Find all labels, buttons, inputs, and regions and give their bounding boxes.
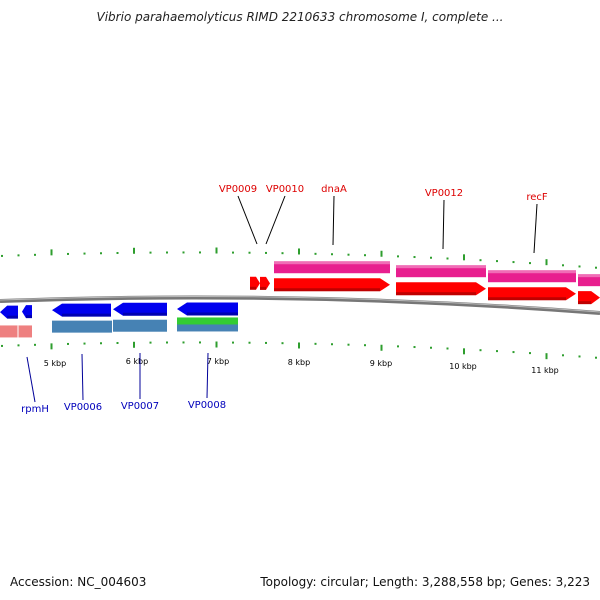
- backbone-layer: [0, 295, 600, 315]
- reverse-gene-arrow-shadow: [7, 315, 18, 319]
- forward-gene-arrow[interactable]: [578, 291, 600, 305]
- forward-gene-leader: [265, 195, 286, 245]
- pseudo-gene-block[interactable]: [0, 325, 32, 338]
- forward-gene-arrow-shadow: [250, 286, 256, 290]
- forward-gene-label[interactable]: VP0009: [219, 184, 257, 195]
- rna-gene-block[interactable]: [177, 317, 238, 325]
- forward-gene-label[interactable]: VP0010: [266, 184, 304, 195]
- gene-layer: [0, 276, 600, 319]
- reverse-gene-arrow-shadow: [26, 315, 32, 319]
- forward-cds-block[interactable]: [488, 270, 576, 283]
- forward-gene-arrow[interactable]: [250, 276, 260, 290]
- reverse-gene-label[interactable]: rpmH: [21, 404, 49, 415]
- forward-gene-arrow[interactable]: [274, 278, 390, 292]
- reverse-gene-arrow-shadow: [62, 313, 111, 317]
- reverse-gene-arrow[interactable]: [22, 305, 32, 319]
- forward-gene-arrow[interactable]: [488, 287, 576, 301]
- reverse-gene-label[interactable]: VP0006: [64, 402, 102, 413]
- reverse-gene-label[interactable]: VP0007: [121, 401, 159, 412]
- forward-gene-leader: [533, 203, 538, 254]
- forward-gene-label[interactable]: recF: [526, 192, 548, 203]
- accession-text: Accession: NC_004603: [10, 575, 147, 589]
- reverse-gene-arrow[interactable]: [0, 305, 18, 319]
- forward-gene-arrow[interactable]: [260, 276, 270, 290]
- forward-gene-arrow-shadow: [260, 286, 266, 290]
- forward-gene-arrow-shadow: [274, 288, 380, 292]
- forward-cds-highlight: [274, 261, 390, 265]
- forward-cds-block[interactable]: [274, 261, 390, 274]
- forward-cds-highlight: [578, 274, 600, 278]
- scale-label: 9 kbp: [370, 359, 392, 368]
- reverse-gene-leader: [81, 353, 84, 401]
- forward-gene-leader: [332, 195, 335, 246]
- reverse-cds-block[interactable]: [113, 319, 167, 332]
- forward-gene-label[interactable]: VP0012: [425, 188, 463, 199]
- scale-label: 7 kbp: [207, 357, 229, 366]
- scale-label: 11 kbp: [531, 366, 559, 375]
- chromosome-backbone: [0, 295, 600, 315]
- reverse-gene-arrow[interactable]: [177, 302, 238, 316]
- reverse-gene-leader: [206, 352, 209, 399]
- scale-label: 8 kbp: [288, 358, 310, 367]
- scale-label: 5 kbp: [44, 359, 66, 368]
- forward-gene-leader: [237, 195, 258, 245]
- chromosome-backbone-highlight: [0, 295, 600, 313]
- forward-gene-arrow[interactable]: [396, 282, 486, 296]
- forward-gene-arrow-shadow: [396, 292, 476, 296]
- forward-gene-arrow-shadow: [488, 297, 566, 301]
- forward-gene-label[interactable]: dnaA: [321, 184, 347, 195]
- forward-gene-leader: [442, 199, 445, 250]
- reverse-cds-block[interactable]: [52, 320, 112, 333]
- forward-cds-block[interactable]: [578, 274, 600, 287]
- reverse-gene-label[interactable]: VP0008: [188, 400, 226, 411]
- scale-label: 6 kbp: [126, 357, 148, 366]
- reverse-gene-arrow[interactable]: [52, 303, 111, 317]
- label-layer: 5 kbp 6 kbp 7 kbp 8 kbp 9 kbp 10 kbp 11 kbp VP0…: [21, 184, 559, 415]
- topology-summary: Topology: circular; Length: 3,288,558 bp…: [260, 575, 590, 589]
- forward-gene-arrow-shadow: [578, 301, 592, 305]
- cds-layer: [0, 261, 600, 338]
- reverse-gene-arrow-shadow: [187, 312, 238, 316]
- tick-layer: [1, 247, 597, 360]
- scale-label: 10 kbp: [449, 362, 477, 371]
- reverse-gene-leader: [26, 356, 36, 403]
- forward-cds-block[interactable]: [396, 265, 486, 278]
- reverse-gene-arrow-shadow: [123, 312, 167, 316]
- forward-cds-highlight: [396, 265, 486, 269]
- forward-cds-highlight: [488, 270, 576, 274]
- reverse-gene-arrow[interactable]: [113, 302, 167, 316]
- map-title: Vibrio parahaemolyticus RIMD 2210633 chr…: [96, 10, 504, 24]
